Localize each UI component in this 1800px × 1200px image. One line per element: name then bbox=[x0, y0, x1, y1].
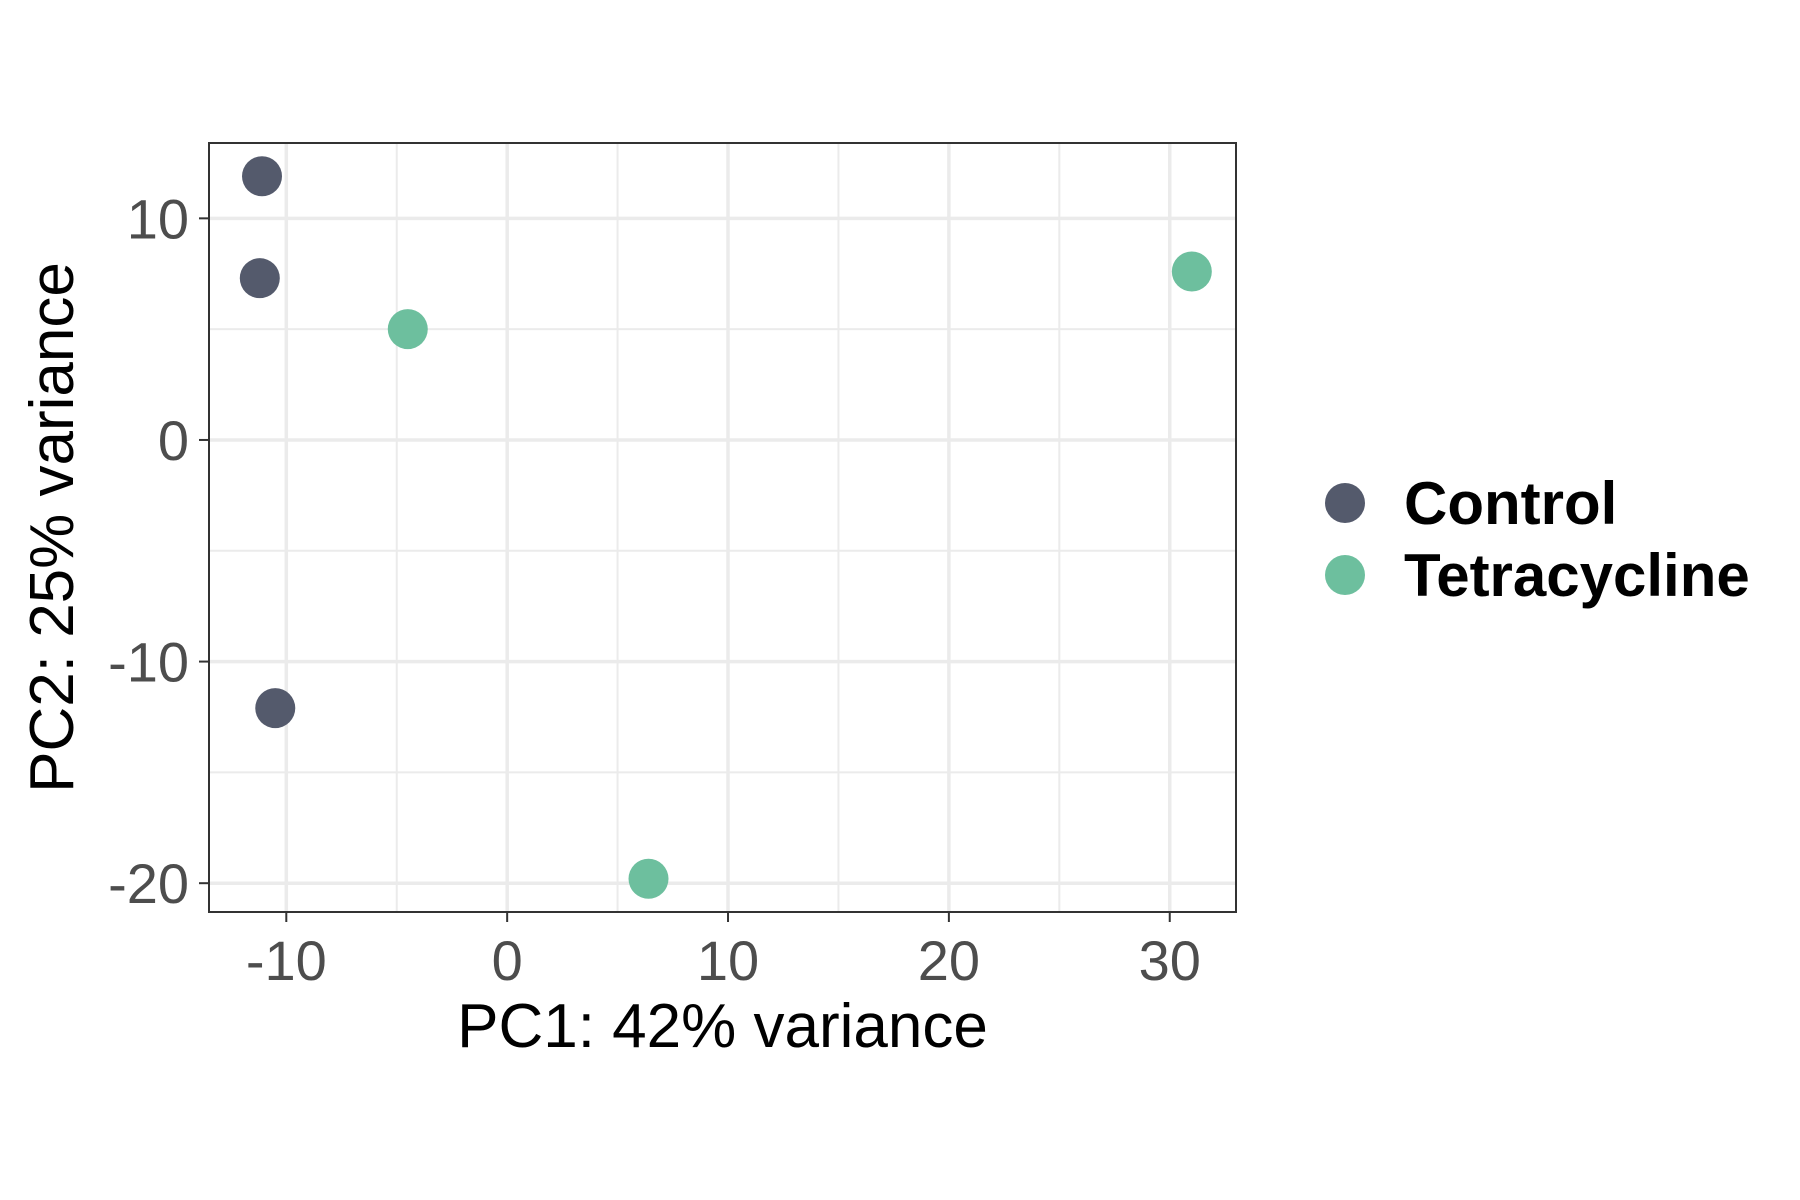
x-tick-label: 30 bbox=[1139, 929, 1201, 992]
x-tick-label: -10 bbox=[246, 929, 327, 992]
x-tick-label: 10 bbox=[697, 929, 759, 992]
minor-gridlines bbox=[209, 143, 1236, 912]
legend-label-tetracycline: Tetracycline bbox=[1404, 542, 1750, 609]
plot-panel-border bbox=[208, 142, 1237, 913]
data-points bbox=[239, 156, 1212, 899]
plot-panel bbox=[209, 143, 1236, 912]
major-gridlines bbox=[209, 143, 1236, 912]
y-tick-label: -10 bbox=[108, 631, 189, 694]
x-tick-label: 0 bbox=[492, 929, 523, 992]
y-axis-ticks: 10 0 -10 -20 bbox=[108, 187, 209, 915]
x-axis-title: PC1: 42% variance bbox=[457, 992, 988, 1061]
x-axis-ticks: -10 0 10 20 30 bbox=[246, 912, 1201, 992]
legend-key-tetracycline bbox=[1325, 555, 1365, 595]
y-tick-label: 10 bbox=[127, 187, 189, 250]
legend-label-control: Control bbox=[1404, 470, 1617, 537]
point-tetracycline bbox=[628, 858, 669, 899]
legend-key-control bbox=[1325, 483, 1365, 523]
y-tick-label: -20 bbox=[108, 852, 189, 915]
point-control bbox=[239, 258, 280, 299]
point-control bbox=[255, 688, 296, 729]
y-tick-label: 0 bbox=[158, 409, 189, 472]
point-control bbox=[242, 156, 283, 197]
y-axis-title: PC2: 25% variance bbox=[18, 262, 87, 793]
point-tetracycline bbox=[387, 309, 428, 350]
point-tetracycline bbox=[1171, 251, 1212, 292]
x-tick-label: 20 bbox=[918, 929, 980, 992]
